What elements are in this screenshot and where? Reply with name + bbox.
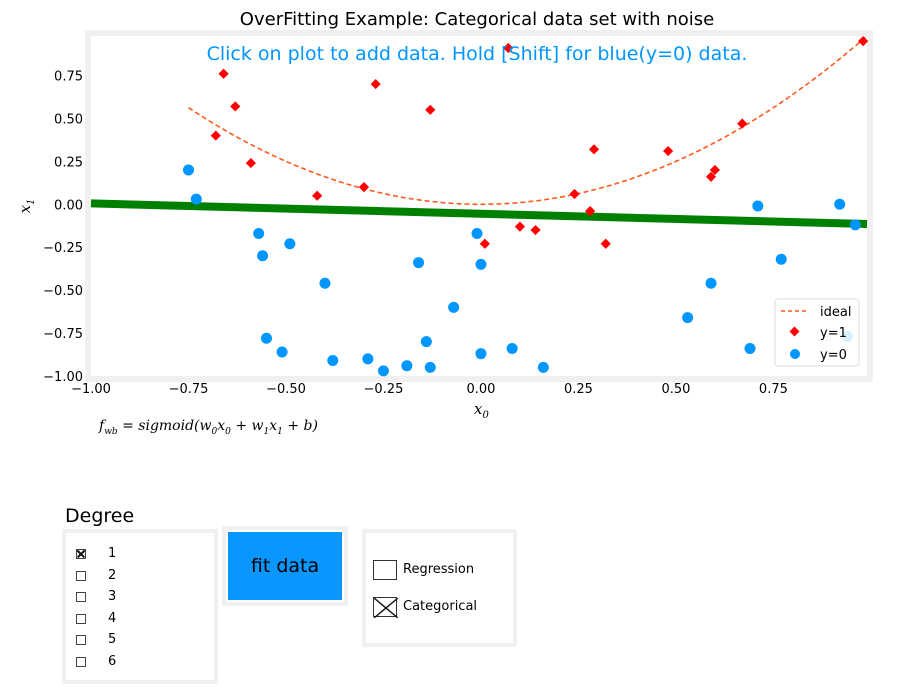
negative-point xyxy=(475,348,487,360)
degree-panel: 1 2 3 4 5 6 xyxy=(62,529,218,684)
negative-point xyxy=(276,346,288,358)
degree-option-label: 2 xyxy=(108,568,117,583)
x-tick-label: 0.25 xyxy=(564,382,593,397)
y-tick-label: −0.75 xyxy=(43,327,83,342)
negative-point xyxy=(401,360,413,372)
negative-point xyxy=(420,336,432,348)
mode-option-label: Regression xyxy=(403,562,475,577)
negative-point xyxy=(849,219,861,231)
degree-option-label: 4 xyxy=(108,611,117,626)
mode-panel: Regression Categorical xyxy=(362,529,517,647)
negative-point xyxy=(319,277,331,289)
x-axis-ticks: −1.00 −0.75 −0.50 −0.25 0.00 0.25 0.50 0.75 xyxy=(71,382,788,397)
positive-point xyxy=(230,101,241,112)
x-tick-label: −1.00 xyxy=(71,382,111,397)
plot-area[interactable] xyxy=(90,35,869,377)
checkbox-checked-icon[interactable] xyxy=(373,597,398,618)
negative-point xyxy=(506,343,518,355)
negative-point xyxy=(182,164,194,176)
y-axis-ticks: −1.00 −0.75 −0.50 −0.25 0.00 0.25 0.50 0.75 xyxy=(43,69,83,385)
y-tick-label: 0.25 xyxy=(54,155,83,170)
legend-positive-label: y=1 xyxy=(820,326,847,341)
degree-option-label: 6 xyxy=(108,654,117,669)
ideal-curve xyxy=(188,35,868,206)
negative-point xyxy=(537,361,549,373)
x-tick-label: 0.50 xyxy=(661,382,690,397)
mode-option-label: Categorical xyxy=(403,599,478,614)
negative-point xyxy=(284,238,296,250)
positive-point xyxy=(858,36,869,47)
legend-positive-marker xyxy=(789,326,800,337)
negative-point xyxy=(448,301,460,313)
checkbox-checked-icon[interactable] xyxy=(76,549,86,559)
x-tick-label: −0.50 xyxy=(266,382,306,397)
legend: ideal y=1 y=0 xyxy=(774,298,860,367)
negative-point xyxy=(682,312,694,324)
x-tick-label: −0.75 xyxy=(169,382,209,397)
checkbox-icon[interactable] xyxy=(76,657,86,667)
positive-point xyxy=(709,164,721,176)
negative-point xyxy=(260,332,272,344)
positive-point xyxy=(210,130,221,141)
checkbox-icon[interactable] xyxy=(373,560,397,580)
decision-boundary-line xyxy=(90,199,868,229)
negative-point xyxy=(775,253,787,265)
y-tick-label: 0.75 xyxy=(54,69,83,84)
x-tick-label: 0.00 xyxy=(466,382,495,397)
plot-figure: OverFitting Example: Categorical data se… xyxy=(16,9,873,421)
negative-point xyxy=(413,257,425,269)
positive-point xyxy=(479,238,490,249)
negative-point xyxy=(253,227,265,239)
negative-point xyxy=(362,353,374,365)
positive-point xyxy=(218,68,229,79)
fit-button-frame: fit data xyxy=(222,526,348,606)
fit-data-button[interactable]: fit data xyxy=(228,532,342,600)
checkbox-icon[interactable] xyxy=(76,635,86,645)
negative-point xyxy=(190,193,202,205)
y-tick-label: 0.50 xyxy=(54,112,83,127)
negative-point xyxy=(424,361,436,373)
checkbox-icon[interactable] xyxy=(76,614,86,624)
x-tick-label: 0.75 xyxy=(759,382,788,397)
checkbox-icon[interactable] xyxy=(76,592,86,602)
negative-point xyxy=(744,343,756,355)
negative-point xyxy=(475,258,487,270)
model-formula: fwb = sigmoid(w0x0 + w1x1 + b) xyxy=(99,418,318,437)
instruction-text: Click on plot to add data. Hold [Shift] … xyxy=(207,43,748,65)
degree-title: Degree xyxy=(65,505,135,527)
x-axis-label: x0 xyxy=(474,400,489,421)
y-tick-label: −0.25 xyxy=(43,241,83,256)
degree-option-label: 1 xyxy=(108,546,117,561)
y-tick-label: −1.00 xyxy=(43,370,83,385)
negative-point xyxy=(377,365,389,377)
y-axis-label: x1 xyxy=(16,199,37,214)
negative-point xyxy=(752,200,764,212)
negative-point xyxy=(834,198,846,210)
checkbox-icon[interactable] xyxy=(76,571,86,581)
legend-ideal-label: ideal xyxy=(820,305,851,320)
positive-point xyxy=(358,182,370,193)
negative-point xyxy=(257,250,269,262)
degree-option-label: 5 xyxy=(108,632,117,647)
legend-negative-label: y=0 xyxy=(820,348,847,363)
x-tick-label: −0.25 xyxy=(364,382,404,397)
negative-point xyxy=(327,355,339,367)
chart-title: OverFitting Example: Categorical data se… xyxy=(240,9,714,30)
y-tick-label: 0.00 xyxy=(54,198,83,213)
legend-negative-marker xyxy=(790,349,800,359)
degree-option-label: 3 xyxy=(108,589,117,604)
y-tick-label: −0.50 xyxy=(43,284,83,299)
negative-point xyxy=(705,277,717,289)
negative-point xyxy=(471,227,483,239)
